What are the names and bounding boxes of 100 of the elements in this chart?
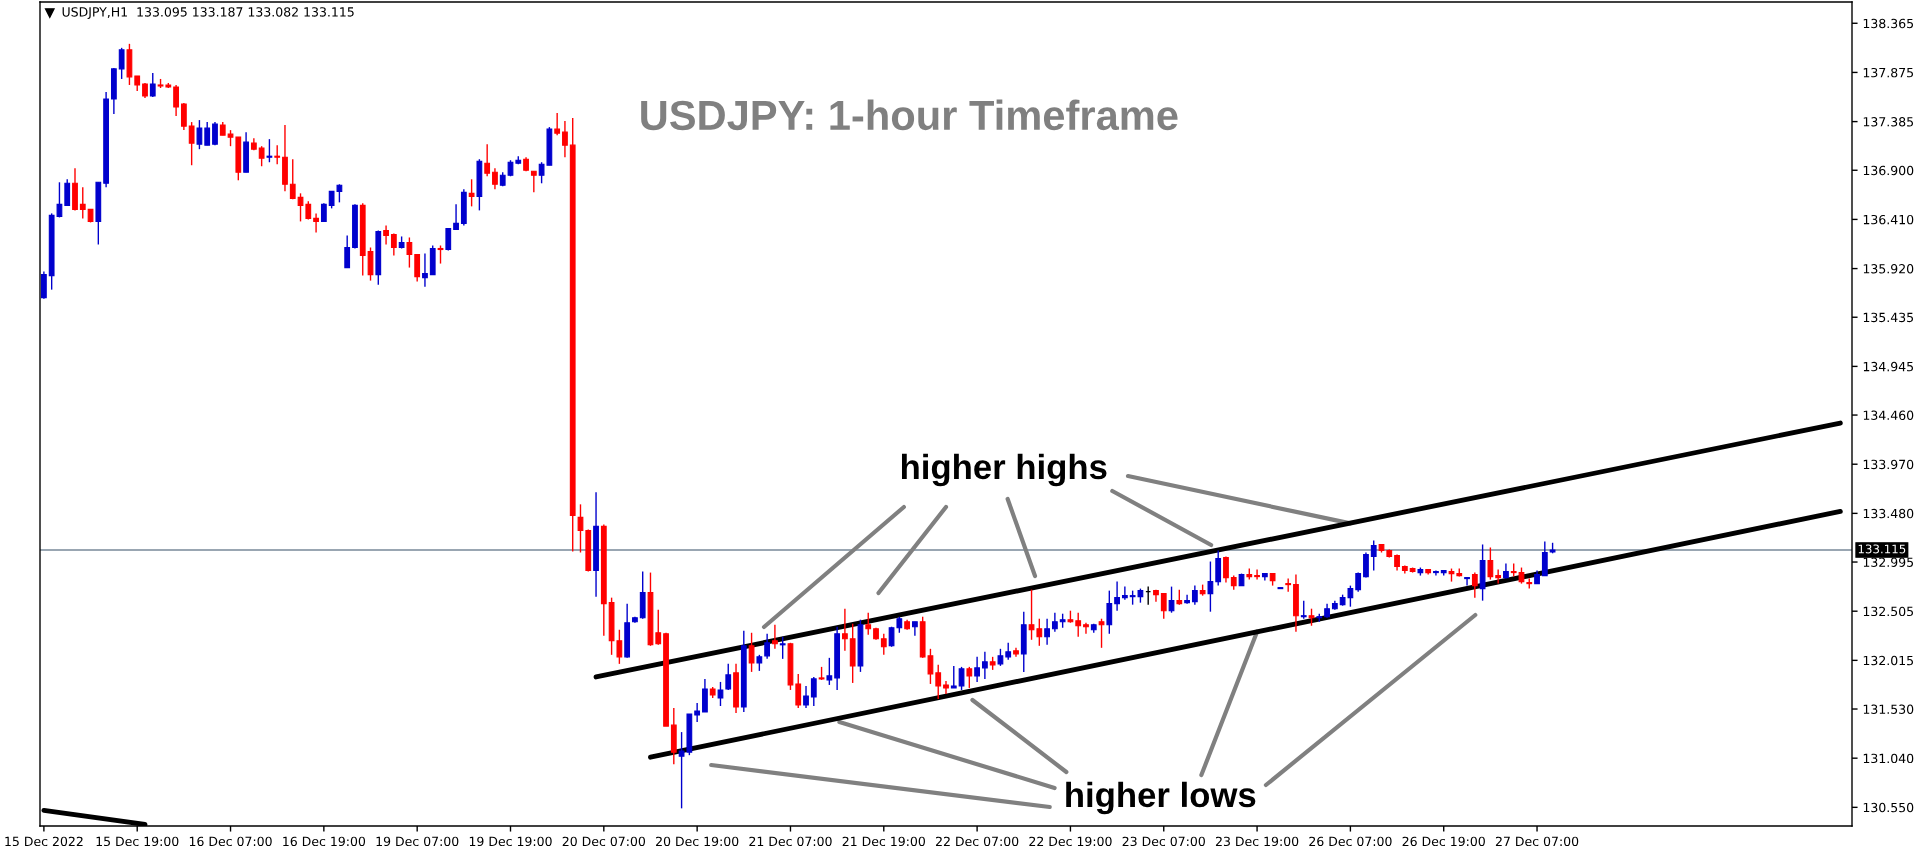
candlestick — [1254, 568, 1260, 581]
x-tick-label: 23 Dec 19:00 — [1215, 836, 1299, 847]
candlestick — [1191, 584, 1198, 606]
candlestick — [803, 685, 809, 709]
candlestick — [289, 158, 296, 201]
candlestick — [118, 47, 125, 80]
candlestick — [958, 666, 965, 691]
candlestick — [422, 252, 428, 288]
y-tick-label: 137.875 — [1863, 67, 1914, 78]
candlestick — [1300, 599, 1307, 620]
candlestick — [974, 656, 980, 683]
x-tick-label: 15 Dec 19:00 — [96, 836, 179, 847]
candlestick — [313, 212, 319, 234]
candlestick — [950, 665, 957, 689]
x-tick-label: 21 Dec 07:00 — [749, 836, 832, 847]
candlestick — [437, 244, 444, 265]
x-tick-label: 21 Dec 19:00 — [842, 836, 925, 847]
x-tick-label: 26 Dec 19:00 — [1402, 836, 1485, 847]
candlestick — [880, 633, 887, 656]
y-tick-label: 132.505 — [1863, 606, 1914, 617]
candlestick — [1464, 576, 1470, 587]
candlestick — [1370, 539, 1377, 572]
candlestick — [1207, 560, 1214, 613]
x-tick-label: 19 Dec 07:00 — [376, 836, 459, 847]
candlestick — [445, 227, 452, 252]
candlestick — [1487, 546, 1494, 581]
candlestick — [1184, 593, 1190, 605]
candlestick — [414, 253, 421, 283]
candlestick — [1044, 618, 1050, 646]
annotation: higher highs — [901, 453, 1107, 487]
candlestick — [1363, 551, 1369, 579]
candlestick — [1215, 549, 1222, 587]
candlestick — [258, 145, 265, 167]
y-tick-label: 132.995 — [1863, 557, 1914, 567]
candlestick — [390, 232, 397, 257]
y-tick-label: 135.920 — [1863, 264, 1914, 274]
candlestick — [1075, 612, 1082, 638]
candlestick — [1121, 585, 1128, 601]
candlestick — [554, 112, 561, 136]
y-tick-label: 135.435 — [1863, 312, 1914, 323]
y-tick-label: 134.460 — [1863, 410, 1914, 420]
candlestick — [383, 224, 389, 246]
x-tick-label: 27 Dec 07:00 — [1495, 836, 1579, 847]
candlestick — [274, 144, 281, 165]
x-tick-label: 20 Dec 07:00 — [562, 836, 646, 847]
y-tick-label: 136.410 — [1863, 214, 1914, 225]
candlestick — [1541, 540, 1548, 577]
candlestick — [717, 681, 724, 707]
x-tick-label: 16 Dec 07:00 — [189, 836, 272, 847]
y-tick-label: 131.040 — [1863, 753, 1914, 764]
candlestick — [188, 121, 195, 166]
annotation: USDJPY,H1 133.095 133.187 133.082 133.115 — [62, 7, 354, 19]
candlestick — [320, 202, 327, 223]
candlestick — [562, 120, 568, 158]
candlestick — [842, 607, 848, 652]
candlestick — [1495, 568, 1502, 585]
candlestick — [484, 143, 491, 177]
x-tick-label: 26 Dec 07:00 — [1309, 836, 1392, 847]
y-tick-label: 132.015 — [1863, 655, 1914, 666]
candlestick — [772, 624, 778, 650]
candlestick — [530, 170, 537, 194]
x-tick-label: 19 Dec 19:00 — [469, 836, 552, 847]
candlestick — [810, 676, 817, 707]
candlestick — [981, 651, 988, 680]
annotation: higher lows — [1066, 781, 1256, 815]
candlestick — [1083, 622, 1089, 635]
candlestick — [173, 84, 179, 117]
ref-line-label: 133.115 — [1858, 544, 1906, 554]
candlestick — [196, 119, 203, 150]
candlestick — [655, 608, 662, 646]
candlestick — [79, 186, 86, 220]
y-tick-label: 137.385 — [1863, 117, 1914, 127]
candlestick — [912, 621, 918, 637]
y-tick-label: 136.900 — [1863, 165, 1914, 176]
candlestick — [204, 121, 211, 146]
candlestick — [180, 102, 187, 131]
candlestick — [694, 702, 701, 723]
candlestick — [1051, 612, 1058, 633]
candlestick — [41, 270, 47, 300]
x-tick-label: 22 Dec 19:00 — [1029, 836, 1112, 847]
candlestick — [748, 632, 755, 673]
candlestick — [966, 666, 973, 689]
candlestick — [492, 167, 498, 191]
candlestick — [1471, 571, 1478, 599]
candlestick — [1098, 618, 1105, 649]
candlestick — [149, 72, 156, 98]
y-tick-label: 133.480 — [1863, 508, 1914, 519]
candlestick — [1223, 555, 1229, 584]
candlestick — [344, 234, 351, 269]
candlestick — [1106, 589, 1113, 635]
candlestick — [1160, 592, 1167, 620]
text: USDJPY: 1-hour Timeframe — [641, 99, 1178, 131]
candlestick — [468, 178, 475, 208]
x-tick-label: 15 Dec 2022 — [5, 836, 83, 847]
candlestick — [935, 664, 942, 700]
candlestick — [779, 636, 786, 660]
y-tick-label: 138.365 — [1863, 18, 1914, 29]
candlestick — [865, 612, 872, 636]
candlestick — [702, 678, 708, 713]
candlestick — [1168, 585, 1175, 614]
